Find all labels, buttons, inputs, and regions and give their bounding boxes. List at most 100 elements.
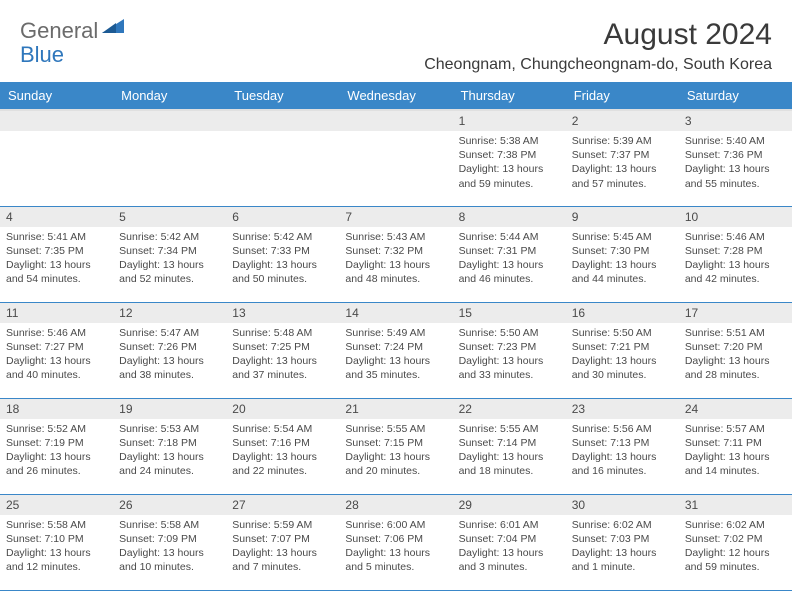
calendar-day-cell: 10Sunrise: 5:46 AMSunset: 7:28 PMDayligh… — [679, 206, 792, 302]
logo: General — [20, 18, 126, 44]
calendar-day-cell: 20Sunrise: 5:54 AMSunset: 7:16 PMDayligh… — [226, 398, 339, 494]
day-number: 22 — [453, 399, 566, 419]
logo-triangle-icon — [102, 17, 124, 38]
day-detail: Sunrise: 5:50 AMSunset: 7:23 PMDaylight:… — [453, 323, 566, 389]
day-detail: Sunrise: 5:44 AMSunset: 7:31 PMDaylight:… — [453, 227, 566, 293]
location-text: Cheongnam, Chungcheongnam-do, South Kore… — [424, 56, 772, 74]
day-detail: Sunrise: 5:50 AMSunset: 7:21 PMDaylight:… — [566, 323, 679, 389]
calendar-day-cell: 2Sunrise: 5:39 AMSunset: 7:37 PMDaylight… — [566, 110, 679, 206]
calendar-day-cell: 7Sunrise: 5:43 AMSunset: 7:32 PMDaylight… — [339, 206, 452, 302]
day-number: 13 — [226, 303, 339, 323]
day-detail: Sunrise: 5:42 AMSunset: 7:33 PMDaylight:… — [226, 227, 339, 293]
calendar-day-cell: 11Sunrise: 5:46 AMSunset: 7:27 PMDayligh… — [0, 302, 113, 398]
calendar-day-cell: 14Sunrise: 5:49 AMSunset: 7:24 PMDayligh… — [339, 302, 452, 398]
day-number: 6 — [226, 207, 339, 227]
day-number: 14 — [339, 303, 452, 323]
calendar-day-cell: 23Sunrise: 5:56 AMSunset: 7:13 PMDayligh… — [566, 398, 679, 494]
day-detail: Sunrise: 5:58 AMSunset: 7:09 PMDaylight:… — [113, 515, 226, 581]
day-number: 1 — [453, 111, 566, 131]
day-number: 27 — [226, 495, 339, 515]
day-number: 9 — [566, 207, 679, 227]
day-number: 10 — [679, 207, 792, 227]
calendar-day-cell: 17Sunrise: 5:51 AMSunset: 7:20 PMDayligh… — [679, 302, 792, 398]
calendar-week-row: 1Sunrise: 5:38 AMSunset: 7:38 PMDaylight… — [0, 110, 792, 206]
weekday-header-row: SundayMondayTuesdayWednesdayThursdayFrid… — [0, 82, 792, 110]
day-number: 25 — [0, 495, 113, 515]
day-number — [0, 111, 113, 131]
weekday-header: Tuesday — [226, 82, 339, 110]
day-detail: Sunrise: 5:56 AMSunset: 7:13 PMDaylight:… — [566, 419, 679, 485]
day-detail: Sunrise: 5:46 AMSunset: 7:27 PMDaylight:… — [0, 323, 113, 389]
calendar-day-cell: 13Sunrise: 5:48 AMSunset: 7:25 PMDayligh… — [226, 302, 339, 398]
day-number: 26 — [113, 495, 226, 515]
calendar-day-cell: 8Sunrise: 5:44 AMSunset: 7:31 PMDaylight… — [453, 206, 566, 302]
calendar-day-cell: 19Sunrise: 5:53 AMSunset: 7:18 PMDayligh… — [113, 398, 226, 494]
day-number: 21 — [339, 399, 452, 419]
day-detail: Sunrise: 5:38 AMSunset: 7:38 PMDaylight:… — [453, 131, 566, 197]
logo-text-general: General — [20, 18, 98, 44]
day-detail: Sunrise: 5:55 AMSunset: 7:14 PMDaylight:… — [453, 419, 566, 485]
day-number: 3 — [679, 111, 792, 131]
day-number: 16 — [566, 303, 679, 323]
day-detail: Sunrise: 5:41 AMSunset: 7:35 PMDaylight:… — [0, 227, 113, 293]
calendar-day-cell: 29Sunrise: 6:01 AMSunset: 7:04 PMDayligh… — [453, 494, 566, 590]
day-detail: Sunrise: 6:00 AMSunset: 7:06 PMDaylight:… — [339, 515, 452, 581]
month-title: August 2024 — [424, 18, 772, 52]
day-number: 30 — [566, 495, 679, 515]
calendar-day-cell: 6Sunrise: 5:42 AMSunset: 7:33 PMDaylight… — [226, 206, 339, 302]
day-number: 31 — [679, 495, 792, 515]
calendar-week-row: 4Sunrise: 5:41 AMSunset: 7:35 PMDaylight… — [0, 206, 792, 302]
day-number: 11 — [0, 303, 113, 323]
calendar-day-cell: 15Sunrise: 5:50 AMSunset: 7:23 PMDayligh… — [453, 302, 566, 398]
calendar-day-cell: 5Sunrise: 5:42 AMSunset: 7:34 PMDaylight… — [113, 206, 226, 302]
day-number: 17 — [679, 303, 792, 323]
day-number: 23 — [566, 399, 679, 419]
day-detail: Sunrise: 5:52 AMSunset: 7:19 PMDaylight:… — [0, 419, 113, 485]
day-detail: Sunrise: 5:53 AMSunset: 7:18 PMDaylight:… — [113, 419, 226, 485]
day-detail: Sunrise: 5:46 AMSunset: 7:28 PMDaylight:… — [679, 227, 792, 293]
day-number: 29 — [453, 495, 566, 515]
day-number: 12 — [113, 303, 226, 323]
calendar-day-cell — [339, 110, 452, 206]
day-detail: Sunrise: 6:01 AMSunset: 7:04 PMDaylight:… — [453, 515, 566, 581]
day-number: 8 — [453, 207, 566, 227]
calendar-day-cell: 31Sunrise: 6:02 AMSunset: 7:02 PMDayligh… — [679, 494, 792, 590]
day-number: 18 — [0, 399, 113, 419]
calendar-day-cell: 1Sunrise: 5:38 AMSunset: 7:38 PMDaylight… — [453, 110, 566, 206]
day-detail: Sunrise: 5:57 AMSunset: 7:11 PMDaylight:… — [679, 419, 792, 485]
day-number: 19 — [113, 399, 226, 419]
calendar-day-cell: 22Sunrise: 5:55 AMSunset: 7:14 PMDayligh… — [453, 398, 566, 494]
calendar-day-cell: 4Sunrise: 5:41 AMSunset: 7:35 PMDaylight… — [0, 206, 113, 302]
day-number — [113, 111, 226, 131]
header: General August 2024 Cheongnam, Chungcheo… — [0, 0, 792, 82]
calendar-day-cell: 21Sunrise: 5:55 AMSunset: 7:15 PMDayligh… — [339, 398, 452, 494]
day-detail: Sunrise: 5:48 AMSunset: 7:25 PMDaylight:… — [226, 323, 339, 389]
calendar-day-cell — [226, 110, 339, 206]
day-detail: Sunrise: 5:47 AMSunset: 7:26 PMDaylight:… — [113, 323, 226, 389]
day-detail: Sunrise: 5:51 AMSunset: 7:20 PMDaylight:… — [679, 323, 792, 389]
day-number — [339, 111, 452, 131]
day-number: 15 — [453, 303, 566, 323]
day-detail: Sunrise: 5:55 AMSunset: 7:15 PMDaylight:… — [339, 419, 452, 485]
weekday-header: Monday — [113, 82, 226, 110]
day-number — [226, 111, 339, 131]
calendar-body: 1Sunrise: 5:38 AMSunset: 7:38 PMDaylight… — [0, 110, 792, 590]
calendar-day-cell: 26Sunrise: 5:58 AMSunset: 7:09 PMDayligh… — [113, 494, 226, 590]
calendar-table: SundayMondayTuesdayWednesdayThursdayFrid… — [0, 82, 792, 591]
calendar-day-cell: 25Sunrise: 5:58 AMSunset: 7:10 PMDayligh… — [0, 494, 113, 590]
calendar-day-cell: 12Sunrise: 5:47 AMSunset: 7:26 PMDayligh… — [113, 302, 226, 398]
calendar-day-cell — [113, 110, 226, 206]
day-detail: Sunrise: 6:02 AMSunset: 7:03 PMDaylight:… — [566, 515, 679, 581]
calendar-week-row: 11Sunrise: 5:46 AMSunset: 7:27 PMDayligh… — [0, 302, 792, 398]
calendar-week-row: 25Sunrise: 5:58 AMSunset: 7:10 PMDayligh… — [0, 494, 792, 590]
calendar-day-cell: 16Sunrise: 5:50 AMSunset: 7:21 PMDayligh… — [566, 302, 679, 398]
day-detail: Sunrise: 5:59 AMSunset: 7:07 PMDaylight:… — [226, 515, 339, 581]
calendar-day-cell: 28Sunrise: 6:00 AMSunset: 7:06 PMDayligh… — [339, 494, 452, 590]
day-detail: Sunrise: 5:40 AMSunset: 7:36 PMDaylight:… — [679, 131, 792, 197]
calendar-week-row: 18Sunrise: 5:52 AMSunset: 7:19 PMDayligh… — [0, 398, 792, 494]
day-number: 24 — [679, 399, 792, 419]
calendar-day-cell: 24Sunrise: 5:57 AMSunset: 7:11 PMDayligh… — [679, 398, 792, 494]
calendar-day-cell: 27Sunrise: 5:59 AMSunset: 7:07 PMDayligh… — [226, 494, 339, 590]
calendar-day-cell: 3Sunrise: 5:40 AMSunset: 7:36 PMDaylight… — [679, 110, 792, 206]
day-detail: Sunrise: 5:39 AMSunset: 7:37 PMDaylight:… — [566, 131, 679, 197]
